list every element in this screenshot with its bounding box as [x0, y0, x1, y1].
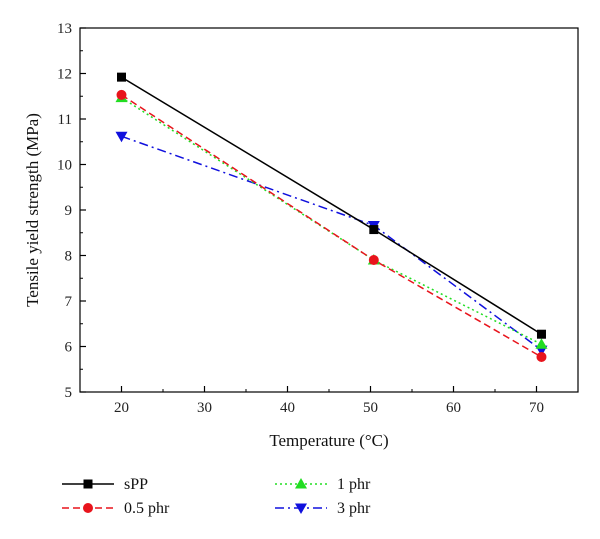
x-tick-label-3: 50 — [363, 400, 378, 416]
legend-marker-0 — [83, 479, 93, 489]
y-tick-label-5: 10 — [57, 158, 72, 174]
series-line-1 — [121, 94, 542, 358]
data-point-1-1 — [368, 255, 379, 266]
y-tick-label-7: 12 — [57, 67, 72, 83]
data-point-1-0 — [116, 89, 127, 100]
y-tick-label-1: 6 — [65, 340, 73, 356]
plot-area — [115, 72, 548, 362]
x-axis-title: Temperature (°C) — [269, 431, 388, 450]
legend-marker-2 — [295, 478, 307, 489]
legend-item-0: sPP — [62, 476, 148, 493]
legend-item-3: 3 phr — [275, 500, 371, 517]
y-tick-label-2: 7 — [65, 294, 73, 310]
x-tick-label-0: 20 — [114, 400, 129, 416]
y-tick-label-6: 11 — [58, 112, 72, 128]
legend-label-3: 3 phr — [337, 500, 371, 517]
series-line-2 — [121, 96, 542, 345]
y-tick-label-3: 8 — [65, 249, 73, 265]
legend-label-2: 1 phr — [337, 476, 371, 493]
legend-label-0: sPP — [124, 476, 148, 493]
axes: 20 30 40 50 60 70 5 6 7 8 9 10 11 12 13 Temperature (°C… — [23, 21, 579, 450]
data-point-3-0 — [115, 131, 128, 143]
plot-frame — [79, 27, 579, 393]
data-point-1-2 — [536, 351, 547, 362]
y-tick-label-8: 13 — [57, 21, 72, 37]
legend-label-1: 0.5 phr — [124, 500, 170, 517]
x-tick-label-2: 40 — [280, 400, 295, 416]
y-tick-label-0: 5 — [65, 385, 73, 401]
x-tick-label-5: 70 — [529, 400, 544, 416]
series-line-0 — [121, 76, 542, 335]
legend: sPP 0.5 phr 1 phr 3 phr — [62, 476, 371, 517]
legend-marker-3 — [295, 503, 307, 514]
legend-item-2: 1 phr — [275, 476, 371, 493]
x-tick-label-4: 60 — [446, 400, 461, 416]
data-point-0-2 — [536, 329, 546, 339]
data-point-0-1 — [369, 225, 379, 235]
y-axis-title: Tensile yield strength (MPa) — [23, 113, 42, 307]
series-line-3 — [121, 135, 542, 351]
legend-marker-1 — [83, 503, 93, 513]
x-tick-label-1: 30 — [197, 400, 212, 416]
y-tick-label-4: 9 — [65, 203, 73, 219]
data-point-2-2 — [535, 338, 548, 349]
data-point-0-0 — [117, 72, 126, 82]
legend-item-1: 0.5 phr — [62, 500, 170, 517]
